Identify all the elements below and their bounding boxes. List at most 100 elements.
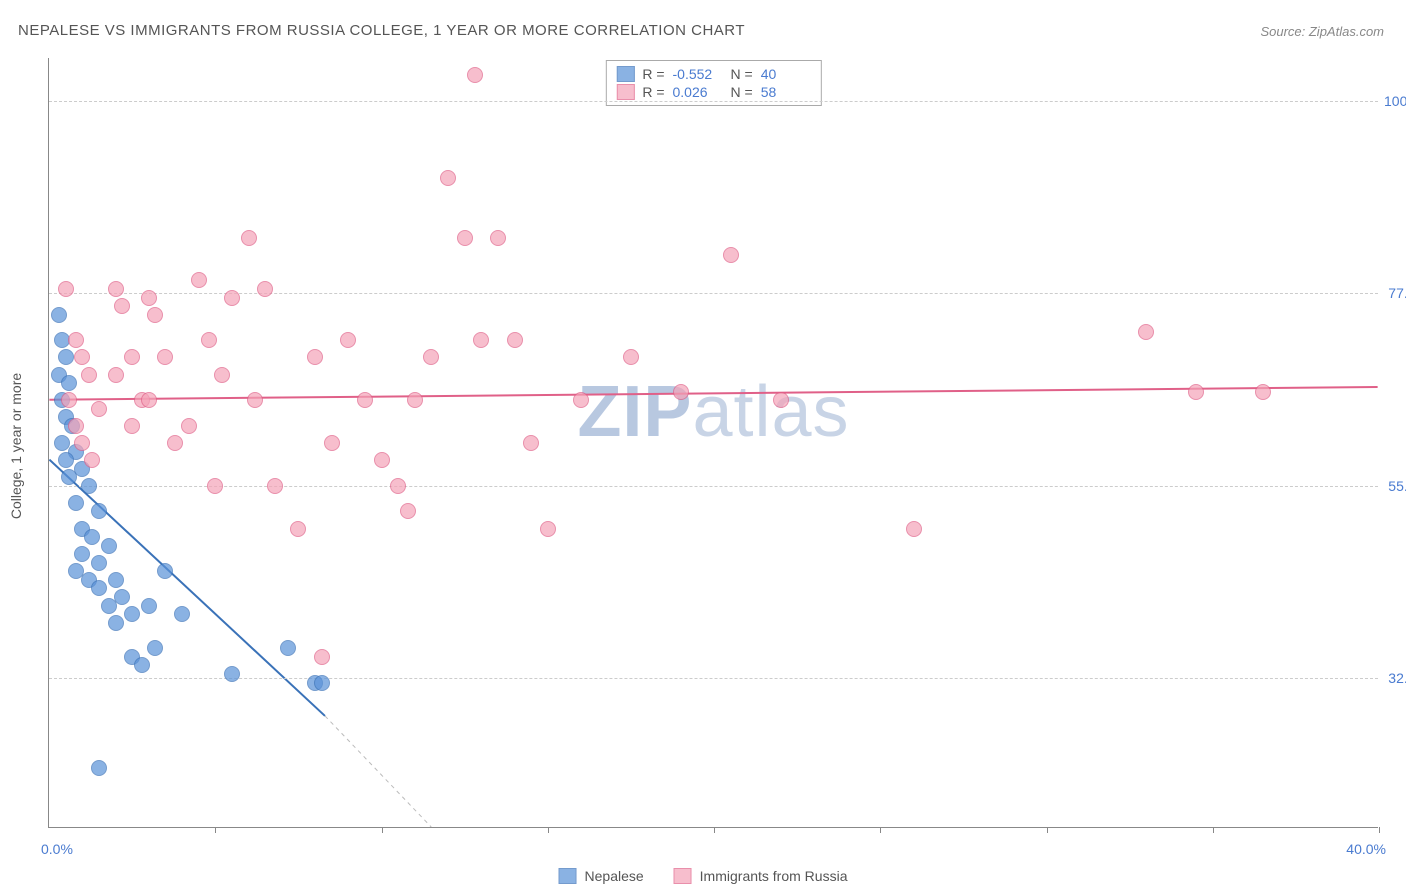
- data-point: [407, 392, 423, 408]
- data-point: [134, 657, 150, 673]
- data-point: [157, 563, 173, 579]
- data-point: [773, 392, 789, 408]
- data-point: [84, 529, 100, 545]
- x-tick: [880, 827, 881, 833]
- legend-item: Immigrants from Russia: [674, 868, 848, 884]
- data-point: [390, 478, 406, 494]
- data-point: [207, 478, 223, 494]
- n-value: 40: [761, 66, 811, 82]
- n-value: 58: [761, 84, 811, 100]
- x-tick: [382, 827, 383, 833]
- data-point: [247, 392, 263, 408]
- data-point: [473, 332, 489, 348]
- legend-swatch: [674, 868, 692, 884]
- data-point: [307, 349, 323, 365]
- legend-label: Nepalese: [585, 868, 644, 884]
- data-point: [423, 349, 439, 365]
- r-value: 0.026: [673, 84, 723, 100]
- data-point: [573, 392, 589, 408]
- data-point: [68, 418, 84, 434]
- data-point: [314, 675, 330, 691]
- data-point: [523, 435, 539, 451]
- data-point: [490, 230, 506, 246]
- data-point: [81, 367, 97, 383]
- data-point: [467, 67, 483, 83]
- gridline-h: [49, 101, 1378, 102]
- legend-swatch: [616, 84, 634, 100]
- data-point: [191, 272, 207, 288]
- data-point: [124, 418, 140, 434]
- watermark: ZIPatlas: [577, 371, 849, 453]
- data-point: [84, 452, 100, 468]
- trend-lines: [49, 58, 1378, 827]
- data-point: [58, 349, 74, 365]
- data-point: [440, 170, 456, 186]
- data-point: [147, 640, 163, 656]
- gridline-h: [49, 486, 1378, 487]
- data-point: [267, 478, 283, 494]
- data-point: [224, 290, 240, 306]
- data-point: [280, 640, 296, 656]
- data-point: [91, 401, 107, 417]
- data-point: [540, 521, 556, 537]
- data-point: [174, 606, 190, 622]
- data-point: [91, 760, 107, 776]
- data-point: [457, 230, 473, 246]
- data-point: [61, 469, 77, 485]
- data-point: [58, 281, 74, 297]
- x-axis-end-label: 40.0%: [1346, 841, 1386, 857]
- data-point: [91, 580, 107, 596]
- legend-swatch: [616, 66, 634, 82]
- legend-swatch: [559, 868, 577, 884]
- trend-line-extrapolated: [325, 716, 431, 827]
- data-point: [623, 349, 639, 365]
- data-point: [340, 332, 356, 348]
- data-point: [324, 435, 340, 451]
- stats-legend: R =-0.552N =40R =0.026N =58: [605, 60, 821, 106]
- stats-row: R =0.026N =58: [616, 83, 810, 101]
- data-point: [147, 307, 163, 323]
- data-point: [141, 290, 157, 306]
- data-point: [81, 478, 97, 494]
- source-label: Source: ZipAtlas.com: [1260, 24, 1384, 39]
- data-point: [124, 606, 140, 622]
- data-point: [114, 298, 130, 314]
- data-point: [241, 230, 257, 246]
- x-tick: [1379, 827, 1380, 833]
- legend-label: Immigrants from Russia: [700, 868, 848, 884]
- data-point: [314, 649, 330, 665]
- bottom-legend: Nepalese Immigrants from Russia: [559, 868, 848, 884]
- x-tick: [215, 827, 216, 833]
- n-label: N =: [731, 66, 753, 82]
- data-point: [58, 452, 74, 468]
- data-point: [1255, 384, 1271, 400]
- data-point: [906, 521, 922, 537]
- data-point: [101, 598, 117, 614]
- data-point: [108, 367, 124, 383]
- data-point: [357, 392, 373, 408]
- y-tick-label: 32.5%: [1384, 670, 1406, 686]
- data-point: [68, 332, 84, 348]
- data-point: [157, 349, 173, 365]
- data-point: [374, 452, 390, 468]
- data-point: [101, 538, 117, 554]
- data-point: [141, 392, 157, 408]
- data-point: [224, 666, 240, 682]
- stats-row: R =-0.552N =40: [616, 65, 810, 83]
- data-point: [201, 332, 217, 348]
- x-tick: [1213, 827, 1214, 833]
- y-tick-label: 77.5%: [1384, 285, 1406, 301]
- data-point: [108, 615, 124, 631]
- watermark-rest: atlas: [692, 372, 849, 452]
- data-point: [68, 495, 84, 511]
- data-point: [141, 598, 157, 614]
- gridline-h: [49, 678, 1378, 679]
- data-point: [257, 281, 273, 297]
- data-point: [723, 247, 739, 263]
- data-point: [74, 435, 90, 451]
- data-point: [1188, 384, 1204, 400]
- data-point: [61, 375, 77, 391]
- data-point: [91, 503, 107, 519]
- data-point: [91, 555, 107, 571]
- y-tick-label: 55.0%: [1384, 478, 1406, 494]
